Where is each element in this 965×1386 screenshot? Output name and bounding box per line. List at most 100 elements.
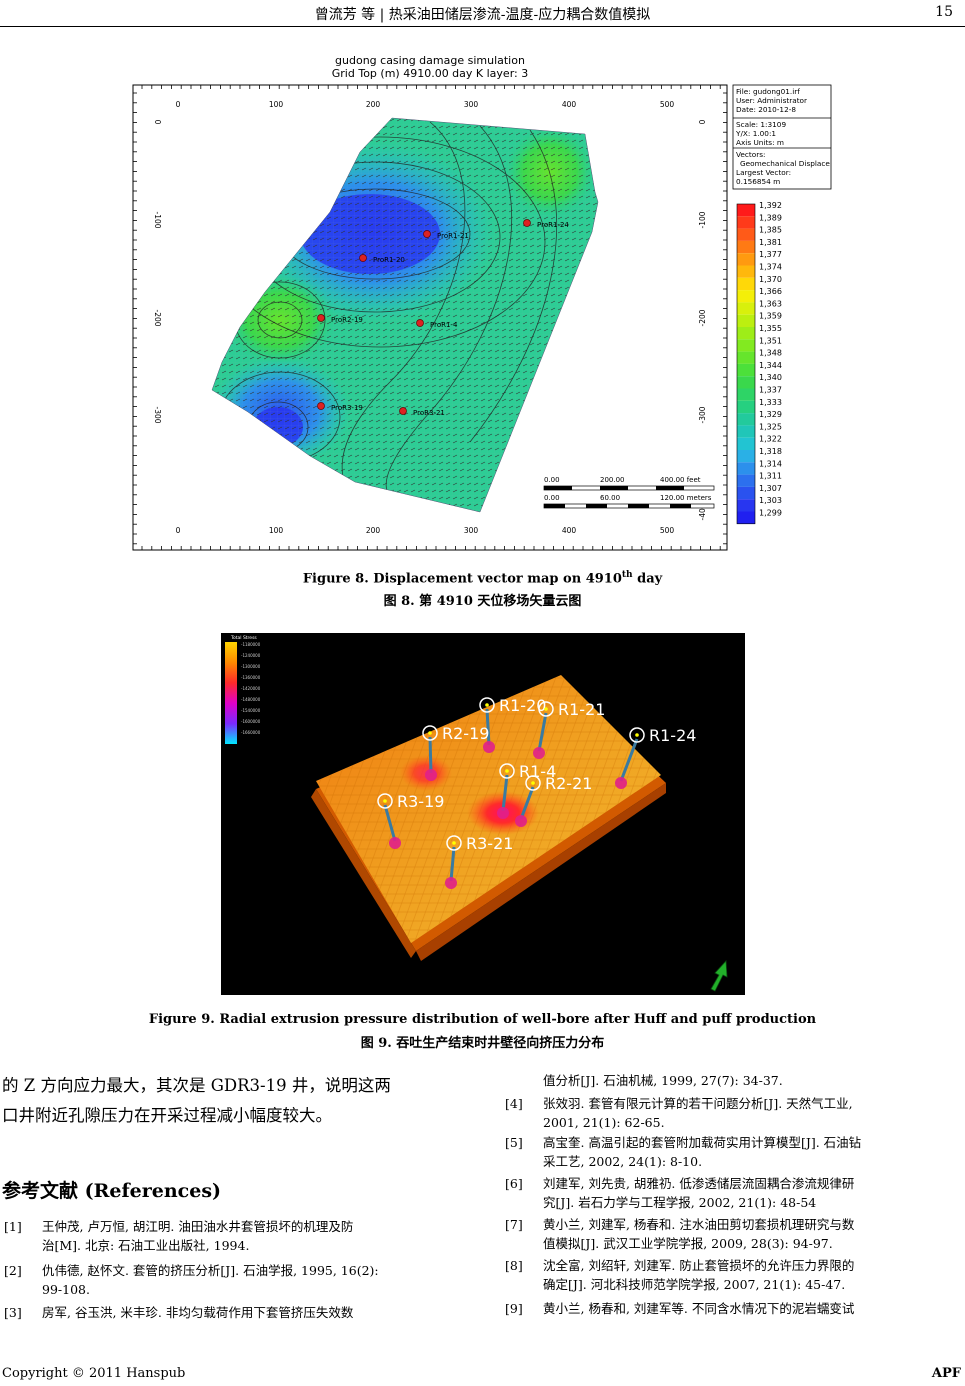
figure8-caption-en: Figure 8. Displacement vector map on 491… bbox=[302, 570, 663, 587]
colorbar-swatch bbox=[737, 228, 755, 241]
stress-distribution-figure: Total Stress -1180000 -1240000 -1300000 -13… bbox=[221, 633, 745, 995]
colorbar-swatch bbox=[737, 388, 755, 401]
x-tick-top-0: 0 bbox=[176, 100, 181, 109]
colorbar-label: 1,344 bbox=[759, 361, 782, 370]
colorbar-label: 1,351 bbox=[759, 336, 782, 345]
colorbar-swatch bbox=[737, 413, 755, 426]
colorbar-swatch bbox=[737, 511, 755, 524]
colorbar-swatch bbox=[737, 240, 755, 254]
y-tick-right-200: -200 bbox=[698, 309, 707, 326]
svg-text:ProR3-21: ProR3-21 bbox=[413, 409, 445, 417]
colorbar-label: 1,363 bbox=[759, 299, 782, 308]
svg-text:ProR2-19: ProR2-19 bbox=[331, 316, 363, 324]
x-tick-top-400: 400 bbox=[562, 100, 577, 109]
reservoir-plate bbox=[311, 675, 666, 961]
colorbar-label: 1,385 bbox=[759, 226, 782, 235]
colorbar-label: 1,392 bbox=[759, 201, 782, 210]
references-left-column: [1] 王仲茂, 卢万恒, 胡江明. 油田油水井套管损坏的机理及防 治[M]. … bbox=[4, 1219, 379, 1320]
svg-text:User: Administrator: User: Administrator bbox=[736, 96, 807, 105]
colorbar-swatch bbox=[737, 204, 755, 217]
colorbar-label: 1,307 bbox=[759, 484, 782, 493]
colorbar-label: 1,314 bbox=[759, 459, 782, 468]
well-r3-21: R3-21 bbox=[445, 834, 513, 889]
colorbar-label: 1,370 bbox=[759, 275, 782, 284]
x-tick-top-200: 200 bbox=[366, 100, 381, 109]
legend-value: -1300000 bbox=[241, 664, 261, 669]
svg-text:Vectors:: Vectors: bbox=[736, 150, 766, 159]
journal-abbrev: APF bbox=[931, 1366, 961, 1381]
colorbar-swatch bbox=[737, 474, 755, 487]
well-label: R1-4 bbox=[519, 762, 556, 781]
grid-outline bbox=[211, 117, 599, 513]
colorbar-label: 1,348 bbox=[759, 349, 782, 358]
colorbar-swatch bbox=[737, 351, 755, 364]
svg-text:400.00 feet: 400.00 feet bbox=[660, 476, 701, 484]
colorbar-label: 1,311 bbox=[759, 472, 782, 481]
svg-text:200.00: 200.00 bbox=[600, 476, 625, 484]
page-number: 15 bbox=[935, 4, 953, 20]
legend-value: -1480000 bbox=[241, 697, 261, 702]
y-tick-right-400: -400 bbox=[698, 503, 707, 520]
colorbar-swatch bbox=[737, 339, 755, 352]
displacement-map-figure: 0 100 200 300 400 500 0 100 200 300 400 … bbox=[132, 84, 832, 551]
colorbar-swatch bbox=[737, 314, 755, 327]
legend-value: -1600000 bbox=[241, 719, 261, 724]
colorbar-swatch bbox=[737, 363, 755, 377]
colorbar-swatch bbox=[737, 462, 755, 475]
figure8-caption-cn: 图 8. 第 4910 天位移场矢量云图 bbox=[383, 594, 582, 609]
plot-title-line2: Grid Top (m) 4910.00 day K layer: 3 bbox=[331, 67, 529, 80]
well-label: R3-19 bbox=[397, 792, 444, 811]
x-tick-bottom-200: 200 bbox=[366, 526, 381, 535]
well-r1-21: R1-21 bbox=[533, 700, 605, 759]
y-tick-left-300: -300 bbox=[153, 406, 162, 423]
y-tick-right-300: -300 bbox=[698, 406, 707, 423]
well-label: R1-21 bbox=[558, 700, 605, 719]
colorbar-label: 1,366 bbox=[759, 287, 782, 296]
colorbar-swatch bbox=[737, 376, 755, 389]
well-marker: ProR1-24 bbox=[523, 219, 569, 229]
well-marker: ProR3-21 bbox=[399, 407, 445, 417]
colorbar-swatch bbox=[737, 486, 755, 500]
colorbar-swatch bbox=[737, 253, 755, 266]
figure9-caption-cn: 图 9. 吞吐生产结束时井壁径向挤压力分布 bbox=[360, 1036, 605, 1051]
north-arrow-icon bbox=[710, 960, 728, 992]
well-label: R1-20 bbox=[499, 696, 546, 715]
legend-value: -1180000 bbox=[241, 642, 261, 647]
colorbar-label: 1,389 bbox=[759, 213, 782, 222]
svg-text:0.156854 m: 0.156854 m bbox=[736, 177, 780, 186]
svg-text:ProR1-20: ProR1-20 bbox=[373, 256, 405, 264]
x-tick-bottom-100: 100 bbox=[269, 526, 284, 535]
svg-text:Date: 2010-12-8: Date: 2010-12-8 bbox=[736, 105, 796, 114]
svg-text:ProR1-21: ProR1-21 bbox=[437, 232, 469, 240]
well-marker: ProR1-20 bbox=[359, 254, 405, 264]
stress-legend: Total Stress -1180000 -1240000 -1300000 -13… bbox=[225, 635, 261, 744]
svg-text:Total Stress: Total Stress bbox=[230, 635, 257, 641]
x-tick-bottom-0: 0 bbox=[176, 526, 181, 535]
y-tick-left-200: -200 bbox=[153, 309, 162, 326]
body-line-2: 口井附近孔隙压力在开采过程减小幅度较大。 bbox=[2, 1106, 332, 1125]
colorbar-swatch bbox=[737, 450, 755, 463]
svg-text:0.00: 0.00 bbox=[544, 494, 560, 502]
colorbar-label: 1,329 bbox=[759, 410, 782, 419]
svg-text:Largest Vector:: Largest Vector: bbox=[736, 168, 791, 177]
x-tick-top-500: 500 bbox=[660, 100, 675, 109]
legend-value: -1660000 bbox=[241, 730, 261, 735]
colorbar-label: 1,337 bbox=[759, 386, 782, 395]
colorbar-swatch bbox=[737, 277, 755, 291]
colorbar-label: 1,333 bbox=[759, 398, 782, 407]
colorbar-swatch bbox=[737, 437, 755, 450]
legend-value: -1360000 bbox=[241, 675, 261, 680]
colorbar-label: 1,359 bbox=[759, 312, 782, 321]
colorbar-label: 1,355 bbox=[759, 324, 782, 333]
legend-value: -1420000 bbox=[241, 686, 261, 691]
well-r1-20: R1-20 bbox=[479, 696, 546, 753]
figure9-caption-en: Figure 9. Radial extrusion pressure dist… bbox=[148, 1012, 817, 1027]
colorbar-label: 1,340 bbox=[759, 373, 782, 382]
well-r2-21: R2-21 bbox=[515, 774, 592, 827]
running-title: 曾流芳 等 | 热采油田储层渗流-温度-应力耦合数值模拟 bbox=[314, 7, 651, 23]
svg-text:ProR3-19: ProR3-19 bbox=[331, 404, 363, 412]
copyright-text: Copyright © 2011 Hanspub bbox=[2, 1366, 186, 1381]
well-r1-24: R1-24 bbox=[615, 726, 696, 789]
axis-tickmarks bbox=[133, 85, 727, 550]
references-heading: 参考文献 (References) bbox=[2, 1180, 222, 1202]
